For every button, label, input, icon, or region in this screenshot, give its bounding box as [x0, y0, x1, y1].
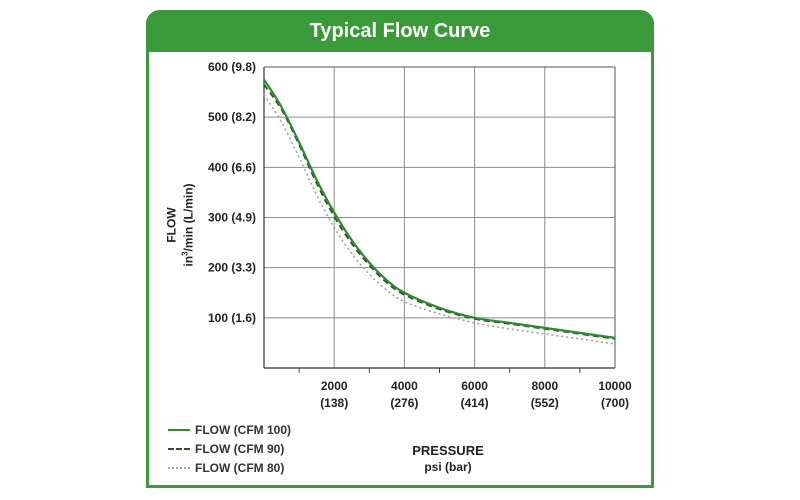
x-tick-sublabel: (700)	[601, 396, 629, 410]
legend-swatch-dotted	[168, 466, 190, 469]
legend-item-cfm-80: FLOW (CFM 80)	[168, 458, 291, 477]
legend-label: FLOW (CFM 90)	[195, 441, 285, 456]
legend-swatch-solid	[168, 428, 190, 431]
series-lines	[263, 78, 616, 345]
y-tick-label: 300 (4.9)	[208, 211, 256, 225]
legend-item-cfm-100: FLOW (CFM 100)	[168, 420, 291, 439]
y-tick-label: 200 (3.3)	[208, 261, 256, 275]
x-tick-sublabel: (552)	[531, 396, 559, 410]
grid-lines	[264, 66, 616, 368]
legend: FLOW (CFM 100) FLOW (CFM 90) FLOW (CFM 8…	[168, 420, 291, 477]
x-tick-sublabel: (138)	[320, 396, 348, 410]
series-line-dotted	[263, 94, 616, 345]
legend-item-cfm-90: FLOW (CFM 90)	[168, 439, 291, 458]
x-tick-label: 10000	[598, 379, 632, 393]
x-tick-sublabel: (414)	[461, 396, 489, 410]
x-axis-unit: psi (bar)	[424, 460, 472, 474]
x-tick-sublabel: (276)	[390, 396, 418, 410]
y-tick-label: 100 (1.6)	[208, 311, 256, 325]
y-axis-title: FLOW in3/min (L/min)	[165, 165, 196, 285]
legend-label: FLOW (CFM 100)	[195, 422, 291, 437]
x-tick-label: 6000	[461, 379, 488, 393]
legend-swatch-dashed	[168, 447, 190, 450]
y-tick-label: 500 (8.2)	[208, 110, 256, 124]
x-tick-label: 8000	[531, 379, 558, 393]
y-axis-title-text: FLOW	[164, 207, 179, 243]
series-line-dashed	[263, 84, 616, 340]
x-axis-title: PRESSURE psi (bar)	[388, 443, 508, 475]
axes	[263, 66, 616, 373]
x-axis-title-text: PRESSURE	[412, 443, 484, 458]
y-tick-label: 400 (6.6)	[208, 160, 256, 174]
y-axis-unit: in3/min (L/min)	[180, 183, 196, 267]
flow-curve-card: Typical Flow Curve	[146, 10, 654, 488]
chart-title: Typical Flow Curve	[146, 10, 654, 52]
y-tick-label: 600 (9.8)	[208, 60, 256, 74]
x-tick-labels: 2000 (138) 4000 (276) 6000 (414) 8000 (552) 1000…	[320, 379, 632, 410]
y-tick-labels: 100 (1.6) 200 (3.3) 300 (4.9) 400 (6.6) 500 …	[208, 60, 256, 325]
series-line-solid	[263, 78, 616, 339]
legend-label: FLOW (CFM 80)	[195, 460, 285, 475]
x-tick-label: 2000	[321, 379, 348, 393]
x-tick-label: 4000	[391, 379, 418, 393]
